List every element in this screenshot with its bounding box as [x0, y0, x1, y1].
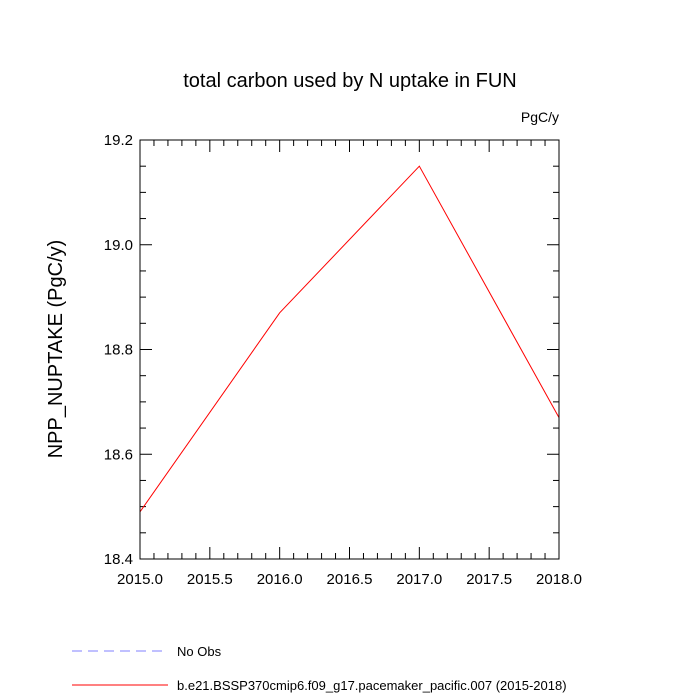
y-tick-label: 19.2 — [104, 132, 133, 149]
x-tick-label: 2017.5 — [466, 571, 512, 588]
y-axis-label: NPP_NUPTAKE (PgC/y) — [45, 240, 67, 459]
legend: No Obs b.e21.BSSP370cmip6.f09_g17.pacemak… — [72, 644, 567, 693]
x-tick-label: 2016.0 — [257, 571, 303, 588]
legend-label: b.e21.BSSP370cmip6.f09_g17.pacemaker_pac… — [177, 678, 567, 693]
x-tick-label: 2018.0 — [536, 571, 582, 588]
legend-label: No Obs — [177, 644, 222, 659]
axis-ticks: 2015.0 2015.5 2016.0 2016.5 2017.0 2017.5 2018… — [104, 132, 582, 588]
y-tick-label: 18.4 — [104, 551, 133, 568]
x-tick-label: 2015.0 — [117, 571, 163, 588]
units-label: PgC/y — [521, 109, 559, 125]
chart-title: total carbon used by N uptake in FUN — [183, 70, 517, 92]
y-tick-label: 18.8 — [104, 342, 133, 359]
x-tick-label: 2015.5 — [187, 571, 233, 588]
x-tick-label: 2016.5 — [327, 571, 373, 588]
x-tick-label: 2017.0 — [396, 571, 442, 588]
series-layer — [139, 165, 560, 513]
plot-frame — [139, 139, 560, 560]
y-tick-label: 18.6 — [104, 446, 133, 463]
y-tick-label: 19.0 — [104, 237, 133, 254]
series-line — [139, 165, 560, 513]
